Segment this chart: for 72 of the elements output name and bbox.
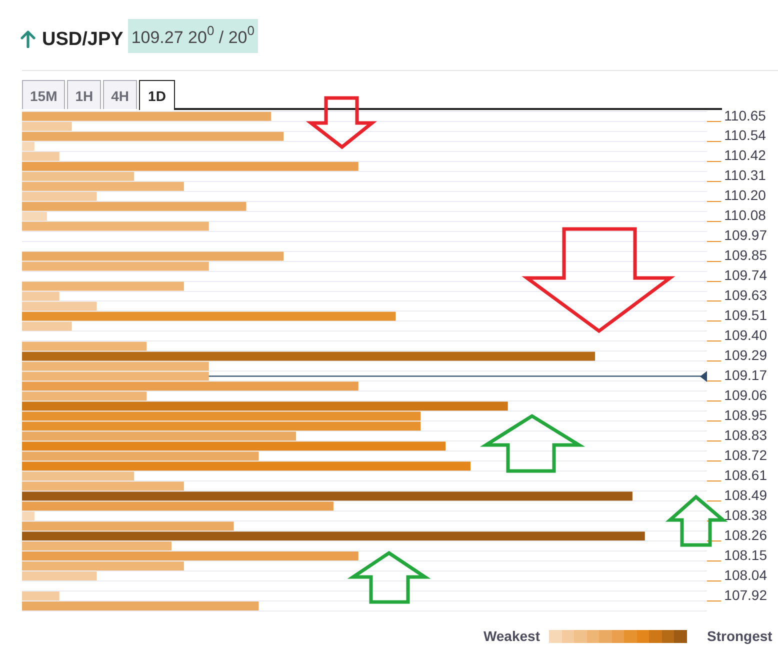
bar <box>22 352 596 361</box>
bar <box>22 192 97 201</box>
y-tick-label: 108.72 <box>724 446 768 463</box>
bar <box>22 452 259 461</box>
bar <box>22 552 358 561</box>
bar <box>22 562 184 571</box>
bar <box>22 482 184 491</box>
y-tick-label: 108.83 <box>724 427 768 443</box>
bar <box>22 312 396 321</box>
y-tick-label: 107.92 <box>724 586 768 603</box>
bar <box>22 202 246 211</box>
y-tick-label: 109.06 <box>724 387 768 404</box>
bar <box>22 162 358 171</box>
bar <box>22 182 184 191</box>
bar <box>22 592 60 601</box>
y-tick-label: 109.29 <box>724 347 768 364</box>
tab[interactable]: 15M <box>22 80 66 109</box>
text: Weakest <box>483 627 540 645</box>
bar <box>22 122 72 131</box>
bar <box>22 252 284 261</box>
bar <box>22 282 184 291</box>
y-tick-label: 110.42 <box>724 147 766 164</box>
y-tick-label: 109.97 <box>724 227 768 244</box>
y-tick-label: 108.04 <box>724 566 768 583</box>
chart-subtitle: 109.27 20$^{0}$ / 20$^{0}$ <box>128 19 258 53</box>
bar <box>22 392 147 401</box>
bar <box>22 262 209 271</box>
y-tick-label: 109.40 <box>724 327 768 344</box>
bar <box>22 602 259 610</box>
y-tick-label: 109.17 <box>724 367 768 384</box>
bar <box>22 212 47 221</box>
bar <box>22 322 72 331</box>
bar <box>22 382 358 391</box>
y-tick-label: 108.26 <box>724 526 768 543</box>
tab[interactable]: 1D <box>139 80 175 110</box>
y-tick-label: 109.51 <box>724 307 768 324</box>
bar <box>22 572 97 581</box>
bar <box>22 502 334 511</box>
y-tick-label: 109.63 <box>724 287 768 304</box>
y-tick-label: 109.85 <box>724 247 768 264</box>
bar <box>22 132 284 141</box>
chart-title: USD/JPY <box>42 29 124 51</box>
bar <box>22 522 234 531</box>
bar <box>22 142 34 151</box>
y-tick-label: 108.61 <box>724 466 768 483</box>
tab[interactable]: 4H <box>103 80 138 109</box>
bar <box>22 512 34 521</box>
y-tick-label: 108.95 <box>724 407 768 424</box>
bar <box>22 432 296 441</box>
y-tick-label: 110.65 <box>724 107 766 124</box>
bar <box>22 462 470 471</box>
bar <box>22 542 172 551</box>
text: Strongest <box>707 627 772 645</box>
bar <box>22 402 508 411</box>
y-tick-label: 110.08 <box>724 207 766 224</box>
tab[interactable]: 1H <box>67 80 102 109</box>
bar <box>22 222 209 231</box>
bar <box>22 172 134 181</box>
y-tick-label: 110.20 <box>724 187 766 204</box>
y-tick-label: 108.49 <box>724 486 768 503</box>
y-tick-label: 108.15 <box>724 546 768 563</box>
bar <box>22 442 446 451</box>
bar <box>22 492 632 501</box>
bar <box>22 532 645 541</box>
bar <box>22 472 134 481</box>
y-tick-label: 108.38 <box>724 506 768 523</box>
bar <box>22 112 272 121</box>
y-tick-label: 110.54 <box>724 127 766 144</box>
y-tick-label: 110.31 <box>724 167 766 184</box>
bar <box>22 152 60 161</box>
y-tick-label: 109.74 <box>724 267 768 284</box>
bar <box>22 342 147 351</box>
